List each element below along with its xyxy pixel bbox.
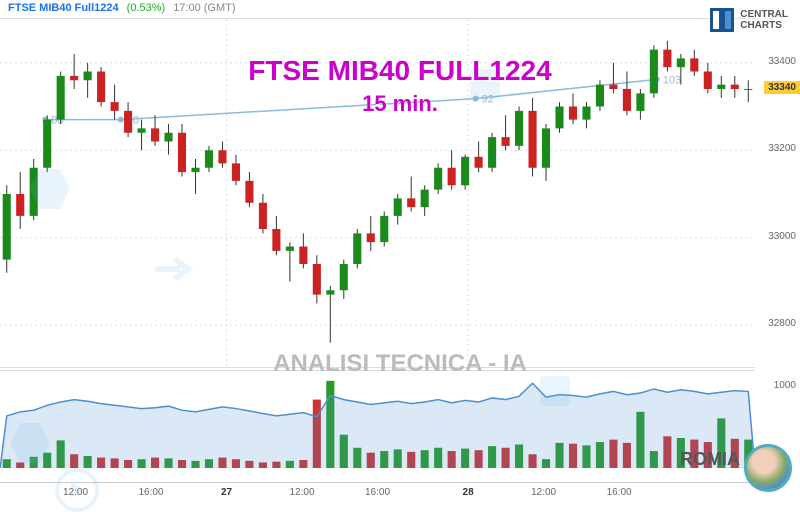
chart-header: FTSE MIB40 Full1224 (0.53%) 17:00 (GMT) — [0, 0, 800, 16]
volume-chart[interactable] — [0, 370, 755, 468]
romia-label: ROMIA — [680, 449, 740, 470]
price-y-axis: 3280033000332003340033340 — [755, 18, 800, 368]
svg-text:103: 103 — [663, 74, 681, 86]
logo-text: CENTRAL CHARTS — [740, 9, 788, 31]
timestamp: 17:00 (GMT) — [173, 2, 235, 14]
watermark-icon — [30, 169, 70, 209]
doc-icon — [540, 376, 570, 406]
price-chart[interactable]: 808092103 — [0, 18, 755, 368]
tool-icon — [470, 69, 500, 99]
brand-logo: CENTRAL CHARTS — [710, 8, 788, 32]
logo-icon — [710, 8, 734, 32]
symbol-label: FTSE MIB40 Full1224 — [8, 2, 119, 14]
pct-change: (0.53%) — [127, 2, 166, 14]
hex-icon — [10, 423, 50, 463]
current-price-badge: 33340 — [764, 81, 800, 94]
x-axis: 12:0016:0012:0016:0012:0016:002728 — [0, 482, 755, 500]
avatar-icon[interactable] — [744, 444, 792, 492]
